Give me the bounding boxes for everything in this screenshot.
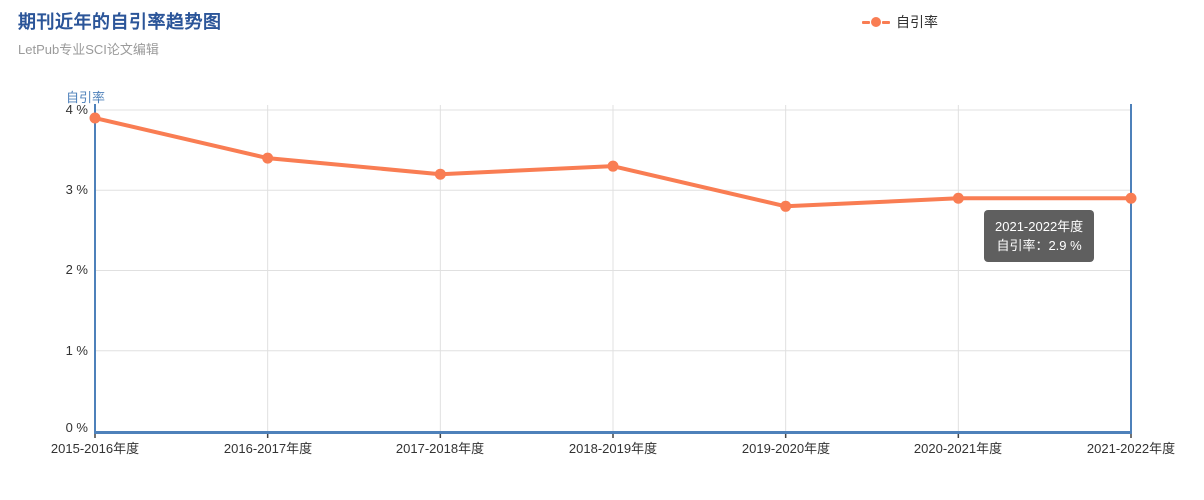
data-point[interactable] xyxy=(434,168,446,180)
x-tick-mark xyxy=(957,434,960,438)
x-tick-mark xyxy=(1130,434,1132,438)
x-tick-label: 2015-2016年度 xyxy=(50,441,140,456)
x-tick-label: 2019-2020年度 xyxy=(741,441,831,456)
x-tick-mark xyxy=(94,434,96,438)
x-tick-mark xyxy=(439,434,442,438)
y-tick-label: 3 % xyxy=(65,182,88,197)
y-tick-label: 4 % xyxy=(65,102,88,117)
x-tick-mark xyxy=(612,434,614,438)
x-tick-mark xyxy=(784,434,787,438)
legend-line-icon xyxy=(862,20,870,24)
right-axis-line xyxy=(1130,104,1132,434)
data-point[interactable] xyxy=(607,160,619,172)
data-point[interactable] xyxy=(780,200,792,212)
y-axis-name: 自引率 xyxy=(66,90,106,105)
x-tick-label: 2021-2022年度 xyxy=(1086,441,1176,456)
data-point[interactable] xyxy=(1125,192,1137,204)
page-title: 期刊近年的自引率趋势图 xyxy=(18,12,222,32)
page-subtitle: LetPub专业SCI论文编辑 xyxy=(18,42,159,57)
x-tick-mark xyxy=(266,434,269,438)
data-point[interactable] xyxy=(952,192,964,204)
y-tick-label: 0 % xyxy=(65,420,88,435)
data-point[interactable] xyxy=(89,112,101,124)
x-axis-line xyxy=(94,431,1132,434)
y-axis-line xyxy=(94,104,96,434)
x-tick-label: 2017-2018年度 xyxy=(395,441,485,456)
x-tick-label: 2020-2021年度 xyxy=(913,441,1003,456)
legend-dot-icon xyxy=(871,17,881,27)
y-tick-label: 2 % xyxy=(65,262,88,277)
data-point[interactable] xyxy=(262,152,274,164)
legend-label: 自引率 xyxy=(896,14,938,30)
y-tick-label: 1 % xyxy=(65,343,88,358)
x-tick-label: 2016-2017年度 xyxy=(223,441,313,456)
legend-item-ziyinlv[interactable]: 自引率 xyxy=(862,14,938,30)
x-tick-label: 2018-2019年度 xyxy=(568,441,658,456)
legend-line-icon xyxy=(882,20,890,24)
